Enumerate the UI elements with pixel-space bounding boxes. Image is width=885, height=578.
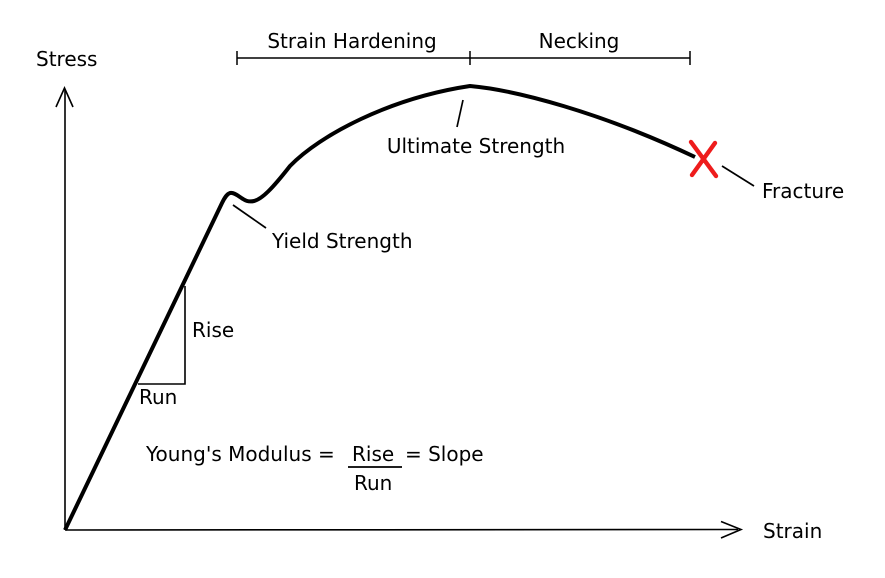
region-label-strain-hardening: Strain Hardening xyxy=(267,29,437,53)
x-axis-arrowhead-icon xyxy=(720,520,744,539)
fracture-pointer-line xyxy=(721,165,755,187)
run-label: Run xyxy=(139,385,178,409)
x-axis-title: Strain xyxy=(763,519,823,543)
y-axis-arrowhead-icon xyxy=(55,86,74,108)
slope-triangle xyxy=(138,286,186,385)
x-axis-line xyxy=(64,528,739,531)
formula-rhs: = Slope xyxy=(405,442,484,466)
rise-label: Rise xyxy=(192,318,235,342)
region-label-necking: Necking xyxy=(538,29,620,53)
yield-pointer-line xyxy=(232,204,267,229)
formula-denominator: Run xyxy=(354,471,393,495)
ultimate-strength-label: Ultimate Strength xyxy=(386,134,566,158)
formula-lhs: Young's Modulus = xyxy=(146,442,335,466)
formula-numerator: Rise xyxy=(352,442,395,466)
yield-strength-label: Yield Strength xyxy=(272,229,413,253)
ultimate-pointer-line xyxy=(456,99,464,128)
y-axis-title: Stress xyxy=(36,47,98,71)
stress-strain-curve xyxy=(63,83,696,531)
fracture-x-icon xyxy=(688,139,719,179)
fracture-label: Fracture xyxy=(762,179,845,203)
